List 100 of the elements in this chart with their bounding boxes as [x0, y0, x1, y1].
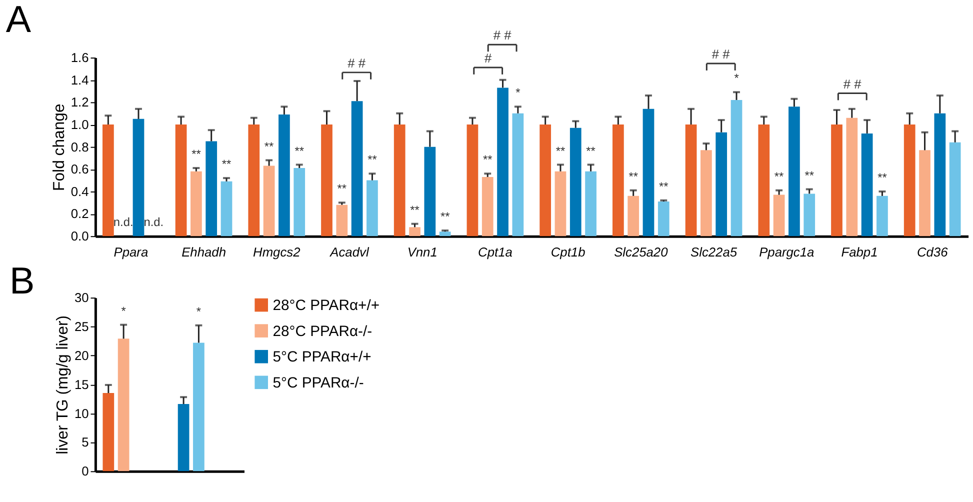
y-tick-label: 0.8: [70, 139, 89, 154]
x-tick-label: Slc22a5: [690, 244, 738, 260]
bar: [190, 171, 202, 236]
data-label: **: [410, 202, 420, 217]
data-label: **: [628, 169, 638, 184]
x-tick-label: Fabp1: [841, 244, 878, 260]
bar: [700, 150, 712, 236]
y-tick-label: 5: [82, 434, 89, 450]
bar: [685, 124, 697, 236]
data-label: *: [734, 71, 740, 86]
y-tick-label: 0.0: [70, 228, 89, 244]
x-tick-label: Acadvl: [329, 244, 370, 260]
bar: [658, 202, 670, 236]
data-label: **: [804, 168, 814, 182]
x-tick-label: Hmgcs2: [253, 244, 300, 260]
data-label: *: [196, 304, 202, 318]
bar: [804, 194, 816, 236]
bar: [175, 124, 187, 236]
x-tick-label: Cpt1a: [478, 244, 512, 260]
x-tick-label: Cpt1b: [550, 244, 586, 260]
bar: [102, 124, 114, 236]
data-label: **: [192, 147, 202, 162]
y-tick-label: 25: [74, 318, 89, 334]
data-label: **: [878, 170, 888, 185]
bar: [788, 106, 800, 236]
y-tick-label: 1.2: [70, 94, 89, 110]
data-label: *: [516, 86, 521, 100]
bar: [321, 124, 332, 236]
y-tick-label: 30: [74, 290, 89, 306]
bar: [919, 150, 930, 236]
x-tick-label: Slc25a20: [614, 244, 669, 260]
bar: [248, 124, 260, 236]
bar: [366, 180, 378, 236]
data-label: **: [337, 182, 347, 196]
y-tick-label: 0.2: [70, 206, 89, 222]
data-label: **: [586, 144, 596, 158]
annotation: #: [484, 50, 493, 66]
chart-title: A: [6, 0, 32, 40]
legend-label: 28°C PPARα+/+: [272, 298, 380, 314]
bar: [570, 128, 582, 236]
data-label: **: [440, 210, 450, 224]
bar: [466, 124, 478, 236]
text: # #: [493, 28, 512, 43]
bar: [439, 232, 451, 236]
bar: [642, 108, 654, 236]
y-axis-title: liver TG (mg/g liver): [54, 315, 72, 454]
legend-label: 5°C PPARα+/+: [272, 350, 372, 366]
x-tick-label: Ppara: [114, 244, 148, 260]
y-tick-label: 15: [74, 376, 89, 392]
y-tick-label: 0: [82, 464, 89, 479]
bar: [934, 113, 946, 236]
bar: [206, 141, 218, 236]
x-tick-label: Cd36: [916, 244, 949, 260]
y-axis-title: Fold change: [50, 104, 68, 191]
bar: [278, 114, 290, 236]
bar: [540, 124, 552, 236]
text: n.d.: [113, 215, 134, 230]
bar: [263, 166, 275, 236]
annotation: # #: [843, 76, 862, 92]
bar: [904, 124, 916, 236]
y-tick-label: 0.6: [70, 162, 89, 177]
y-tick-label: 1.4: [70, 72, 89, 88]
bar: [585, 171, 596, 236]
bar: [831, 124, 842, 236]
bar: [773, 194, 785, 236]
annotation: # #: [712, 46, 731, 62]
data-label: **: [659, 179, 669, 194]
bar: [949, 142, 961, 236]
bar: [846, 118, 858, 236]
bar: [409, 227, 420, 236]
x-tick-label: Ppargc1a: [759, 244, 814, 260]
x-tick-label: Vnn1: [407, 244, 438, 260]
data-label: **: [264, 139, 274, 154]
bar: [512, 113, 524, 236]
text: n.d.: [144, 215, 164, 230]
chart-title: B: [9, 260, 35, 302]
bar: [336, 204, 348, 236]
bar: [861, 133, 873, 236]
y-tick-label: 0.4: [70, 184, 89, 199]
bar: [132, 118, 144, 236]
y-tick-label: 1.0: [70, 116, 89, 132]
data-label: **: [482, 152, 493, 167]
bar: [612, 124, 624, 236]
bar: [497, 88, 508, 236]
legend-label: 28°C PPARα-/-: [272, 324, 372, 340]
data-label: **: [556, 144, 566, 158]
bar: [294, 168, 306, 236]
x-tick-label: Ehhadh: [182, 244, 226, 260]
bar: [730, 100, 742, 236]
bar: [394, 124, 406, 236]
bar: [482, 176, 494, 236]
bar: [554, 171, 566, 236]
data-label: *: [121, 304, 126, 318]
bar: [424, 146, 436, 236]
bar: [220, 181, 232, 236]
y-tick-label: 10: [74, 406, 89, 421]
bar: [628, 196, 640, 236]
data-label: **: [774, 169, 784, 184]
data-label: **: [368, 152, 378, 167]
legend-label: 5°C PPARα-/-: [272, 375, 364, 392]
